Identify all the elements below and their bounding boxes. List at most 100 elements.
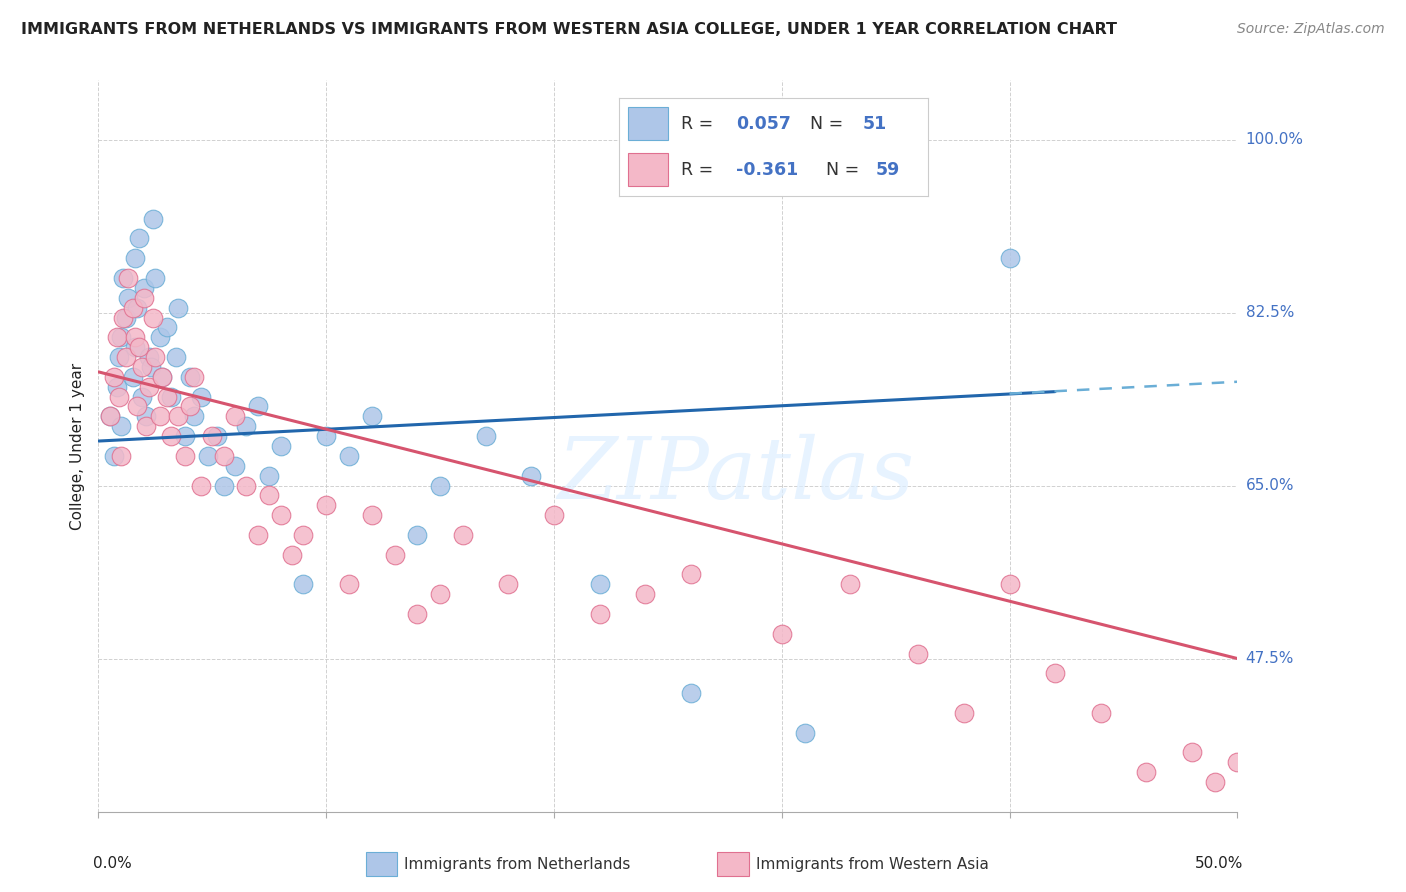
Point <box>451 528 474 542</box>
Point <box>246 528 269 542</box>
Point <box>190 390 212 404</box>
FancyBboxPatch shape <box>366 853 398 876</box>
Text: Immigrants from Western Asia: Immigrants from Western Asia <box>756 857 988 871</box>
Point <box>183 369 205 384</box>
Point <box>998 251 1021 265</box>
Point <box>384 548 406 562</box>
Text: 51: 51 <box>863 115 887 133</box>
Point <box>98 409 121 424</box>
Text: ZIPatlas: ZIPatlas <box>558 434 915 516</box>
Point <box>1043 666 1066 681</box>
Point <box>117 291 139 305</box>
Point <box>839 577 862 591</box>
Point <box>179 369 201 384</box>
Point <box>179 400 201 414</box>
Point <box>498 577 520 591</box>
Point <box>212 449 235 463</box>
Point <box>588 607 610 621</box>
Point <box>793 725 815 739</box>
Point <box>907 647 929 661</box>
Point <box>103 449 125 463</box>
Point <box>139 359 162 374</box>
Text: 100.0%: 100.0% <box>1246 132 1303 147</box>
Point <box>1204 775 1226 789</box>
Point <box>174 449 197 463</box>
Point <box>235 478 257 492</box>
Point <box>679 567 702 582</box>
Point <box>224 409 246 424</box>
FancyBboxPatch shape <box>628 107 668 140</box>
Text: 47.5%: 47.5% <box>1246 651 1294 666</box>
Point <box>145 271 167 285</box>
Point <box>315 429 337 443</box>
Point <box>149 409 172 424</box>
Point <box>183 409 205 424</box>
Text: R =: R = <box>681 115 718 133</box>
Point <box>953 706 976 720</box>
Point <box>121 369 143 384</box>
Point <box>112 310 135 325</box>
Point <box>360 508 382 523</box>
Point <box>150 369 173 384</box>
Point <box>108 390 131 404</box>
Point <box>138 380 160 394</box>
Point <box>474 429 496 443</box>
Text: Source: ZipAtlas.com: Source: ZipAtlas.com <box>1237 22 1385 37</box>
Point <box>1226 756 1249 770</box>
Point <box>201 429 224 443</box>
Point <box>160 429 183 443</box>
Point <box>105 330 128 344</box>
Point <box>292 577 315 591</box>
Point <box>128 231 150 245</box>
Point <box>770 627 793 641</box>
Point <box>337 577 360 591</box>
Point <box>197 449 219 463</box>
Point <box>315 498 337 512</box>
Point <box>127 301 149 315</box>
Point <box>588 577 610 591</box>
Point <box>337 449 360 463</box>
Text: 50.0%: 50.0% <box>1195 855 1243 871</box>
Point <box>127 400 149 414</box>
Point <box>998 577 1021 591</box>
Point <box>259 468 281 483</box>
Point <box>167 301 190 315</box>
FancyBboxPatch shape <box>717 853 749 876</box>
Point <box>406 528 429 542</box>
Point <box>110 449 132 463</box>
Point <box>149 330 172 344</box>
Point <box>360 409 382 424</box>
Point <box>108 350 131 364</box>
Point <box>103 369 125 384</box>
Point <box>135 409 157 424</box>
Point <box>1135 765 1157 780</box>
Point <box>679 686 702 700</box>
Y-axis label: College, Under 1 year: College, Under 1 year <box>70 362 86 530</box>
Point <box>270 439 292 453</box>
Point <box>167 409 190 424</box>
Point <box>190 478 212 492</box>
Point <box>429 587 451 601</box>
Point <box>110 419 132 434</box>
Point <box>205 429 228 443</box>
Point <box>150 369 173 384</box>
Text: 65.0%: 65.0% <box>1246 478 1294 493</box>
Point <box>1090 706 1112 720</box>
Point <box>135 419 157 434</box>
Point <box>131 359 153 374</box>
Text: Immigrants from Netherlands: Immigrants from Netherlands <box>405 857 631 871</box>
Point <box>142 211 165 226</box>
Text: 0.057: 0.057 <box>737 115 792 133</box>
Text: 59: 59 <box>876 161 900 178</box>
Text: -0.361: -0.361 <box>737 161 799 178</box>
Point <box>105 380 128 394</box>
Point <box>131 390 153 404</box>
Point <box>156 390 179 404</box>
Point <box>429 478 451 492</box>
Point <box>112 271 135 285</box>
FancyBboxPatch shape <box>628 153 668 186</box>
Text: 82.5%: 82.5% <box>1246 305 1294 320</box>
Point <box>281 548 304 562</box>
Point <box>110 330 132 344</box>
Point <box>259 488 281 502</box>
